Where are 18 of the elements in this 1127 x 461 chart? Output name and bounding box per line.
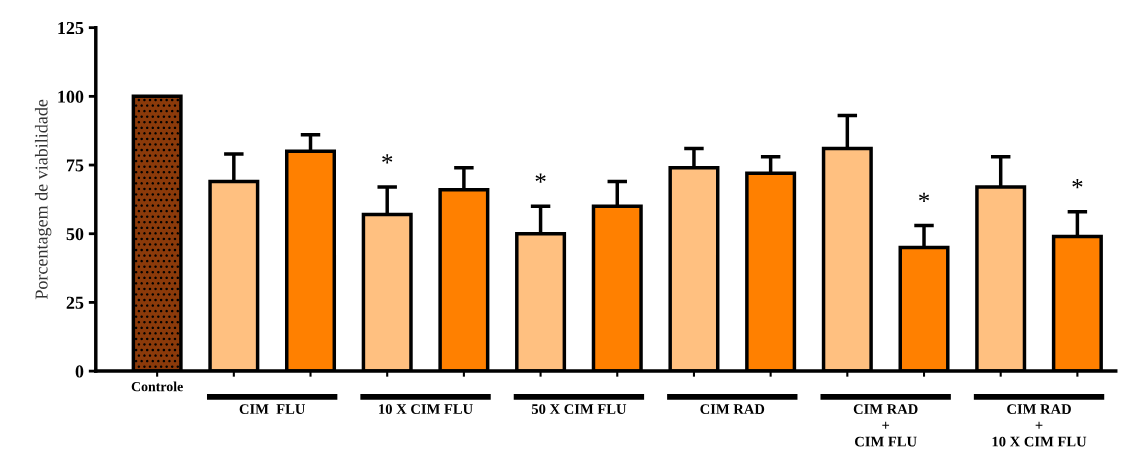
y-tick-label: 25	[66, 296, 84, 309]
y-axis-title: Porcentagem de viabilidade	[34, 99, 52, 300]
text: CIM RAD + CIM FLU	[853, 404, 918, 447]
data-label: *	[535, 173, 546, 183]
y-tick-label: 100	[58, 90, 84, 103]
data-label: *	[382, 154, 393, 164]
y-tick-label: 75	[66, 159, 84, 172]
text: 50 X CIM FLU	[531, 404, 627, 414]
text: CIM RAD + 10 X CIM FLU	[992, 404, 1087, 447]
x-tick-label: Controle	[131, 381, 183, 392]
data-label: *	[918, 192, 930, 202]
y-tick-label: 0	[75, 365, 84, 378]
text: CIM FLU	[239, 404, 306, 414]
text: 10 X CIM FLU	[379, 404, 473, 414]
y-tick-label: 125	[58, 21, 84, 35]
text: CIM RAD	[700, 404, 765, 414]
data-label: *	[1072, 179, 1083, 189]
y-tick-label: 50	[66, 227, 84, 241]
